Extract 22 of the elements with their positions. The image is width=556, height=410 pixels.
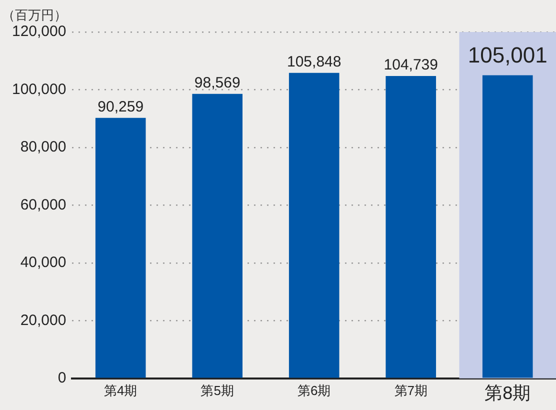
x-tick-label: 第7期	[394, 382, 428, 398]
bar	[288, 72, 340, 378]
data-label: 104,739	[384, 56, 438, 74]
bar	[386, 76, 436, 378]
y-tick-label: 120,000	[12, 23, 66, 40]
y-tick-label: 100,000	[12, 80, 66, 98]
x-tick-label: 第4期	[104, 382, 138, 398]
y-axis-title: （百万円）	[2, 8, 67, 23]
x-tick-label: 第8期	[484, 383, 531, 404]
bar	[95, 118, 146, 378]
y-tick-label: 20,000	[20, 312, 66, 329]
data-label: 98,569	[194, 74, 240, 92]
y-tick-label: 0	[58, 370, 66, 387]
y-tick-label: 40,000	[20, 254, 66, 272]
x-tick-label: 第5期	[200, 382, 234, 398]
data-label: 90,259	[98, 98, 144, 116]
y-tick-label: 60,000	[20, 196, 66, 214]
bar	[192, 94, 243, 378]
y-tick-label: 80,000	[20, 138, 66, 156]
data-label: 105,848	[286, 53, 342, 70]
x-tick-label: 第6期	[297, 382, 331, 398]
data-label: 105,001	[468, 42, 548, 68]
